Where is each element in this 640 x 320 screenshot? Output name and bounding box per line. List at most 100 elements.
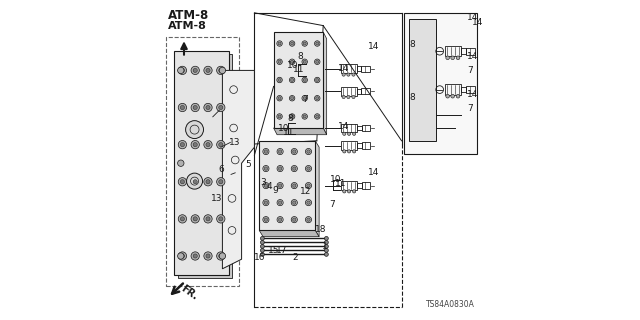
Circle shape bbox=[342, 95, 345, 99]
Text: 8: 8 bbox=[287, 114, 293, 123]
Circle shape bbox=[216, 103, 225, 112]
Circle shape bbox=[260, 244, 264, 248]
Circle shape bbox=[292, 167, 296, 170]
Circle shape bbox=[324, 248, 328, 252]
Text: 11: 11 bbox=[283, 128, 294, 137]
Text: 11: 11 bbox=[292, 65, 304, 74]
Circle shape bbox=[178, 253, 184, 259]
Text: 10: 10 bbox=[330, 175, 341, 184]
Text: 13: 13 bbox=[229, 138, 240, 147]
Circle shape bbox=[307, 201, 310, 204]
Circle shape bbox=[263, 200, 269, 206]
Circle shape bbox=[191, 215, 200, 223]
Bar bbox=[466, 48, 475, 55]
Circle shape bbox=[292, 218, 296, 221]
Circle shape bbox=[204, 140, 212, 149]
Circle shape bbox=[342, 132, 346, 135]
Circle shape bbox=[291, 165, 298, 172]
Bar bbox=[356, 89, 361, 94]
Circle shape bbox=[191, 140, 200, 149]
Circle shape bbox=[277, 59, 282, 65]
Circle shape bbox=[260, 241, 264, 244]
Circle shape bbox=[342, 190, 346, 193]
Circle shape bbox=[277, 77, 282, 83]
Circle shape bbox=[316, 97, 319, 100]
Bar bbox=[174, 51, 229, 275]
Circle shape bbox=[289, 77, 295, 83]
Circle shape bbox=[303, 97, 306, 100]
Circle shape bbox=[278, 184, 282, 187]
Circle shape bbox=[277, 217, 283, 223]
Circle shape bbox=[204, 178, 212, 186]
Circle shape bbox=[307, 218, 310, 221]
Circle shape bbox=[291, 42, 294, 45]
Circle shape bbox=[206, 217, 210, 221]
Circle shape bbox=[193, 105, 197, 109]
Circle shape bbox=[178, 252, 187, 260]
Circle shape bbox=[291, 78, 294, 82]
Circle shape bbox=[219, 180, 223, 184]
Circle shape bbox=[219, 217, 223, 221]
Text: ATM-8: ATM-8 bbox=[168, 9, 209, 22]
Text: 14: 14 bbox=[338, 64, 349, 73]
Circle shape bbox=[303, 115, 306, 118]
Bar bbox=[461, 87, 466, 92]
Text: 16: 16 bbox=[254, 253, 266, 262]
Circle shape bbox=[277, 114, 282, 119]
Circle shape bbox=[263, 148, 269, 155]
Text: 8: 8 bbox=[410, 40, 415, 49]
Circle shape bbox=[180, 142, 184, 147]
Circle shape bbox=[353, 150, 356, 153]
Text: 3: 3 bbox=[260, 178, 266, 187]
Circle shape bbox=[446, 94, 449, 98]
Circle shape bbox=[446, 56, 449, 60]
Circle shape bbox=[292, 201, 296, 204]
Text: 7: 7 bbox=[302, 95, 308, 104]
Circle shape bbox=[307, 167, 310, 170]
Bar bbox=[445, 84, 461, 95]
Circle shape bbox=[278, 150, 282, 153]
Circle shape bbox=[263, 182, 269, 189]
Circle shape bbox=[348, 132, 351, 135]
Text: 15: 15 bbox=[268, 246, 280, 255]
Circle shape bbox=[277, 182, 283, 189]
Polygon shape bbox=[259, 230, 319, 237]
Text: 14: 14 bbox=[338, 122, 349, 131]
Text: 9: 9 bbox=[272, 186, 278, 195]
Circle shape bbox=[291, 115, 294, 118]
Text: 10: 10 bbox=[287, 61, 299, 70]
Text: 14: 14 bbox=[368, 42, 380, 51]
Circle shape bbox=[352, 73, 355, 76]
Circle shape bbox=[348, 150, 351, 153]
Circle shape bbox=[193, 68, 197, 73]
Circle shape bbox=[264, 167, 268, 170]
Text: ATM-8: ATM-8 bbox=[168, 20, 207, 31]
Circle shape bbox=[216, 178, 225, 186]
Circle shape bbox=[289, 41, 295, 46]
Text: 7: 7 bbox=[467, 104, 473, 113]
Circle shape bbox=[278, 42, 281, 45]
Circle shape bbox=[191, 103, 200, 112]
Circle shape bbox=[277, 165, 283, 172]
Bar bbox=[342, 141, 357, 150]
Circle shape bbox=[451, 56, 454, 60]
Circle shape bbox=[277, 41, 282, 46]
Circle shape bbox=[302, 77, 307, 83]
Circle shape bbox=[291, 97, 294, 100]
Polygon shape bbox=[223, 70, 254, 269]
Circle shape bbox=[180, 217, 184, 221]
Circle shape bbox=[303, 42, 306, 45]
Circle shape bbox=[292, 150, 296, 153]
Bar bbox=[342, 181, 357, 190]
Circle shape bbox=[324, 236, 328, 240]
Bar bbox=[178, 54, 232, 278]
Circle shape bbox=[178, 67, 184, 74]
Circle shape bbox=[302, 95, 307, 101]
Circle shape bbox=[291, 217, 298, 223]
Circle shape bbox=[191, 252, 200, 260]
Text: 8: 8 bbox=[297, 52, 303, 60]
Text: 7: 7 bbox=[330, 200, 335, 209]
Circle shape bbox=[347, 95, 350, 99]
Text: 5: 5 bbox=[246, 160, 252, 169]
Circle shape bbox=[324, 244, 328, 248]
